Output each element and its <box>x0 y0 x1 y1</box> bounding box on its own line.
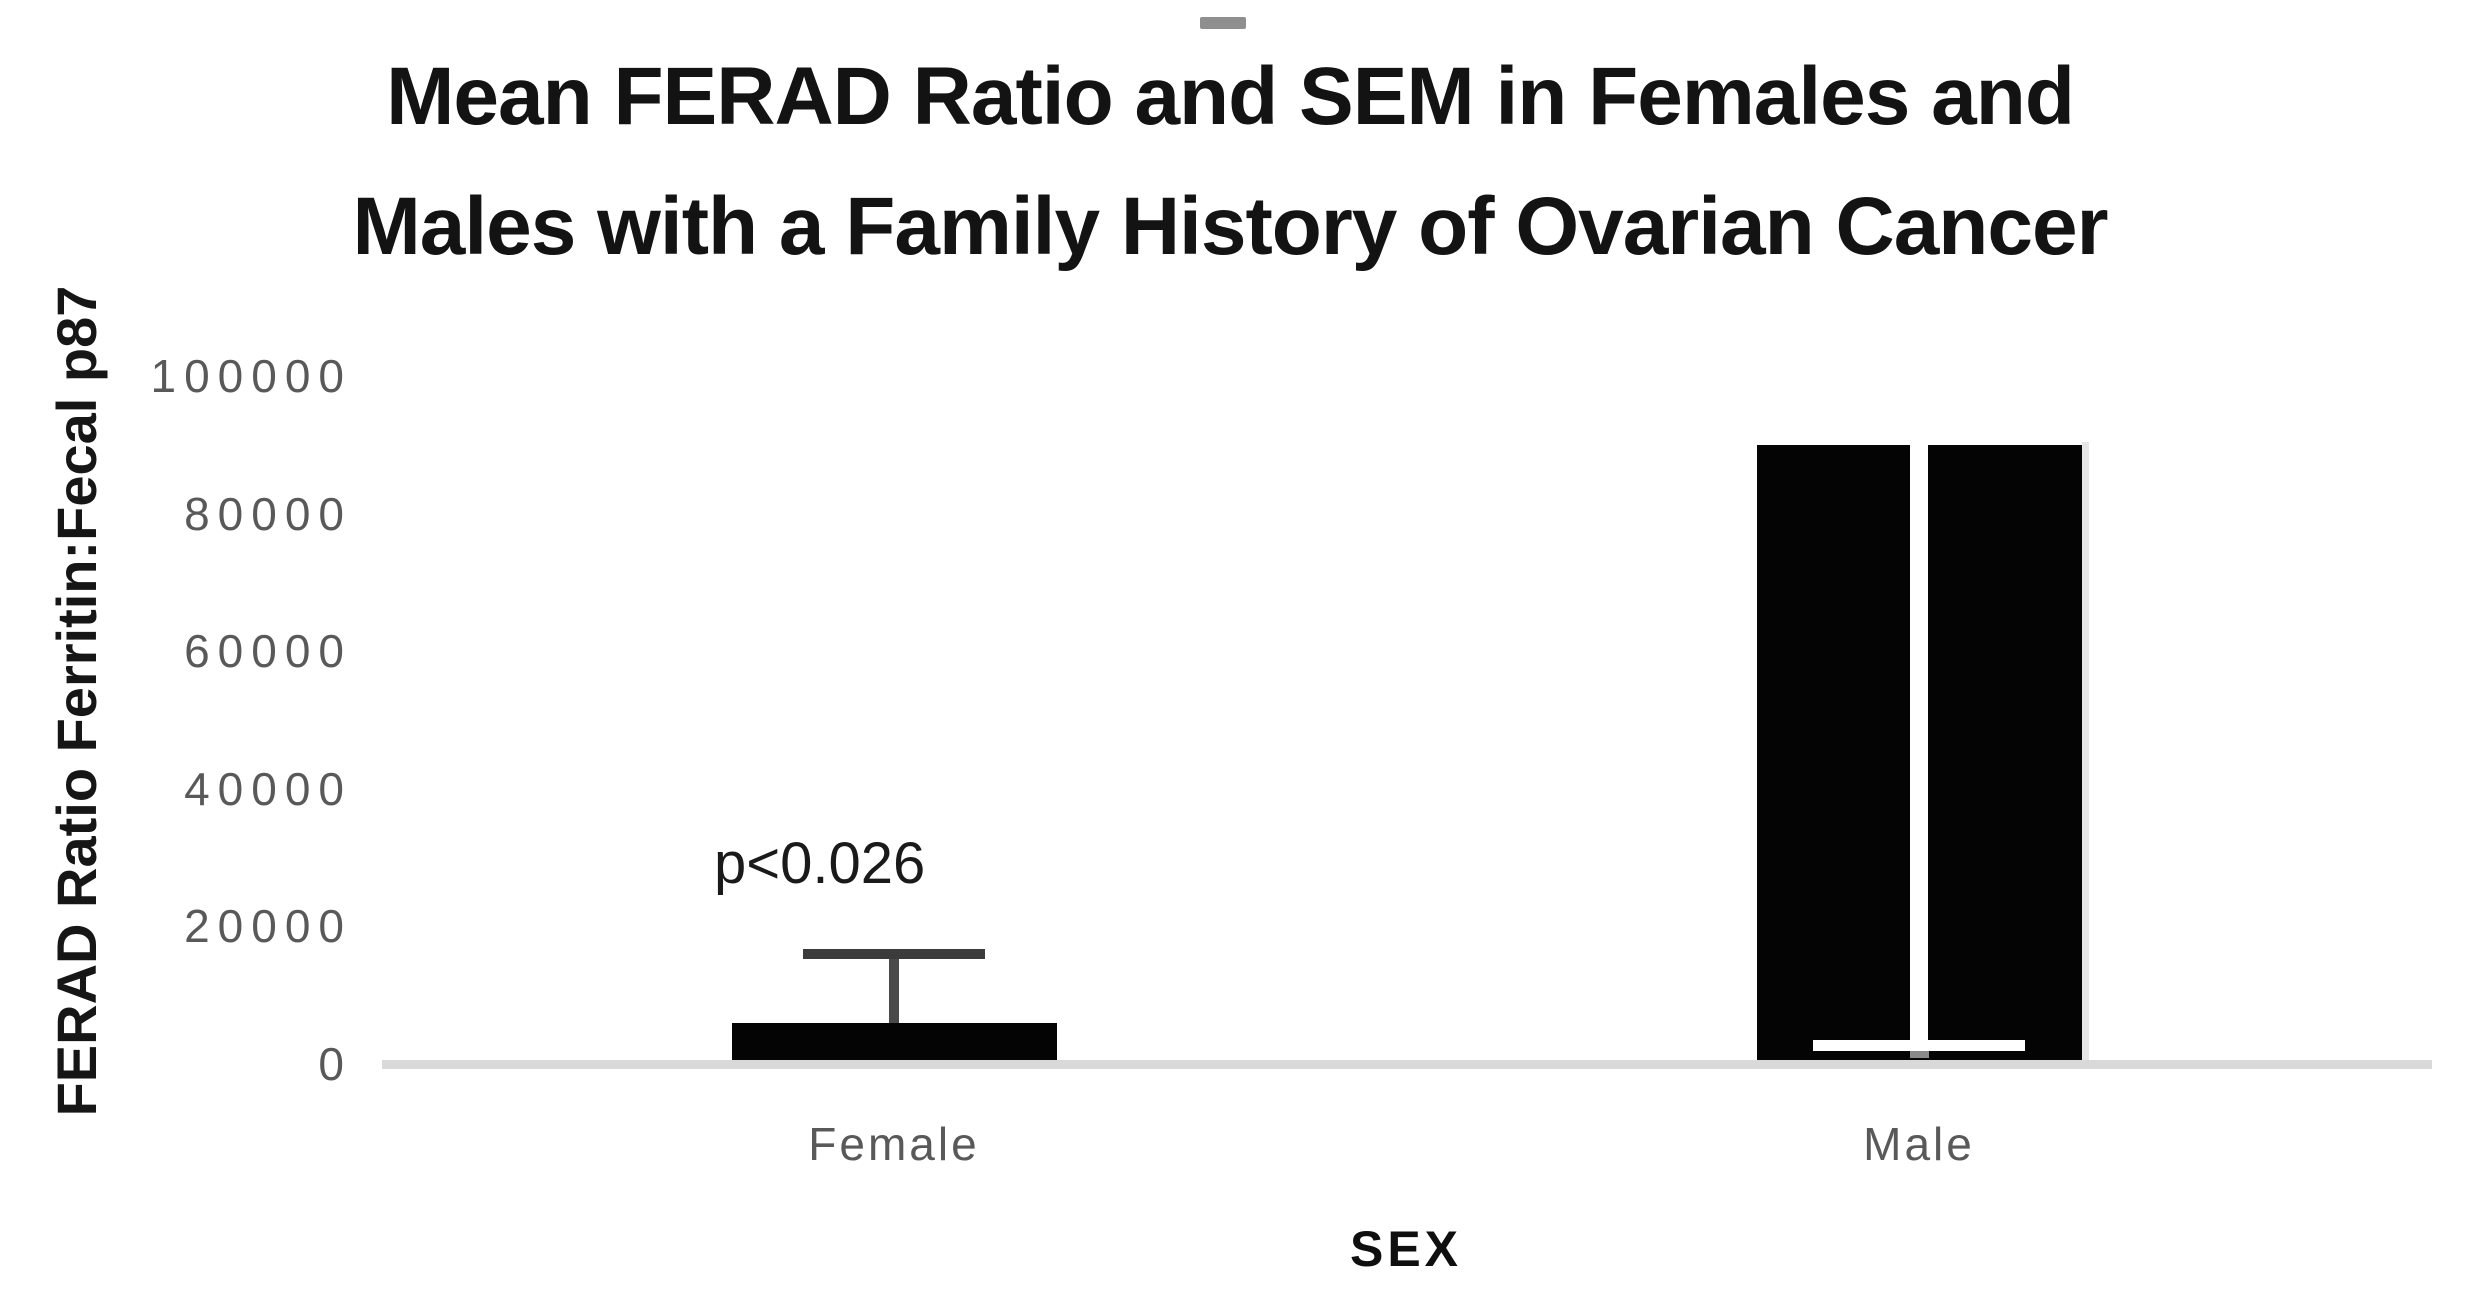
y-tick-label: 20000 <box>184 900 352 953</box>
chart-title-line-2: Males with a Family History of Ovarian C… <box>352 181 2108 272</box>
x-axis-line <box>382 1060 2432 1069</box>
error-bar-cap-male <box>1813 1039 2025 1051</box>
error-bar-cap-female <box>803 948 985 959</box>
bar-female <box>731 1022 1057 1060</box>
x-axis-title: SEX <box>1349 1221 1463 1277</box>
crop-handle-artifact <box>1200 17 1246 29</box>
error-bar-line-male <box>1910 444 1928 1040</box>
p-value-annotation: p<0.026 <box>714 831 926 896</box>
y-tick-label: 100000 <box>150 350 352 402</box>
y-tick-label: 80000 <box>184 487 352 540</box>
category-label-female: Female <box>808 1118 980 1170</box>
y-tick-label: 0 <box>318 1038 352 1090</box>
category-label-male: Male <box>1863 1118 1975 1170</box>
y-tick-label: 60000 <box>184 625 352 678</box>
error-bar-stub-male <box>1909 1050 1929 1058</box>
bar-shadow-artifact <box>2082 442 2089 1060</box>
error-bar-line-female <box>889 958 899 1023</box>
chart-title-line-1: Mean FERAD Ratio and SEM in Females and <box>386 51 2075 142</box>
y-tick-label: 40000 <box>184 762 352 815</box>
